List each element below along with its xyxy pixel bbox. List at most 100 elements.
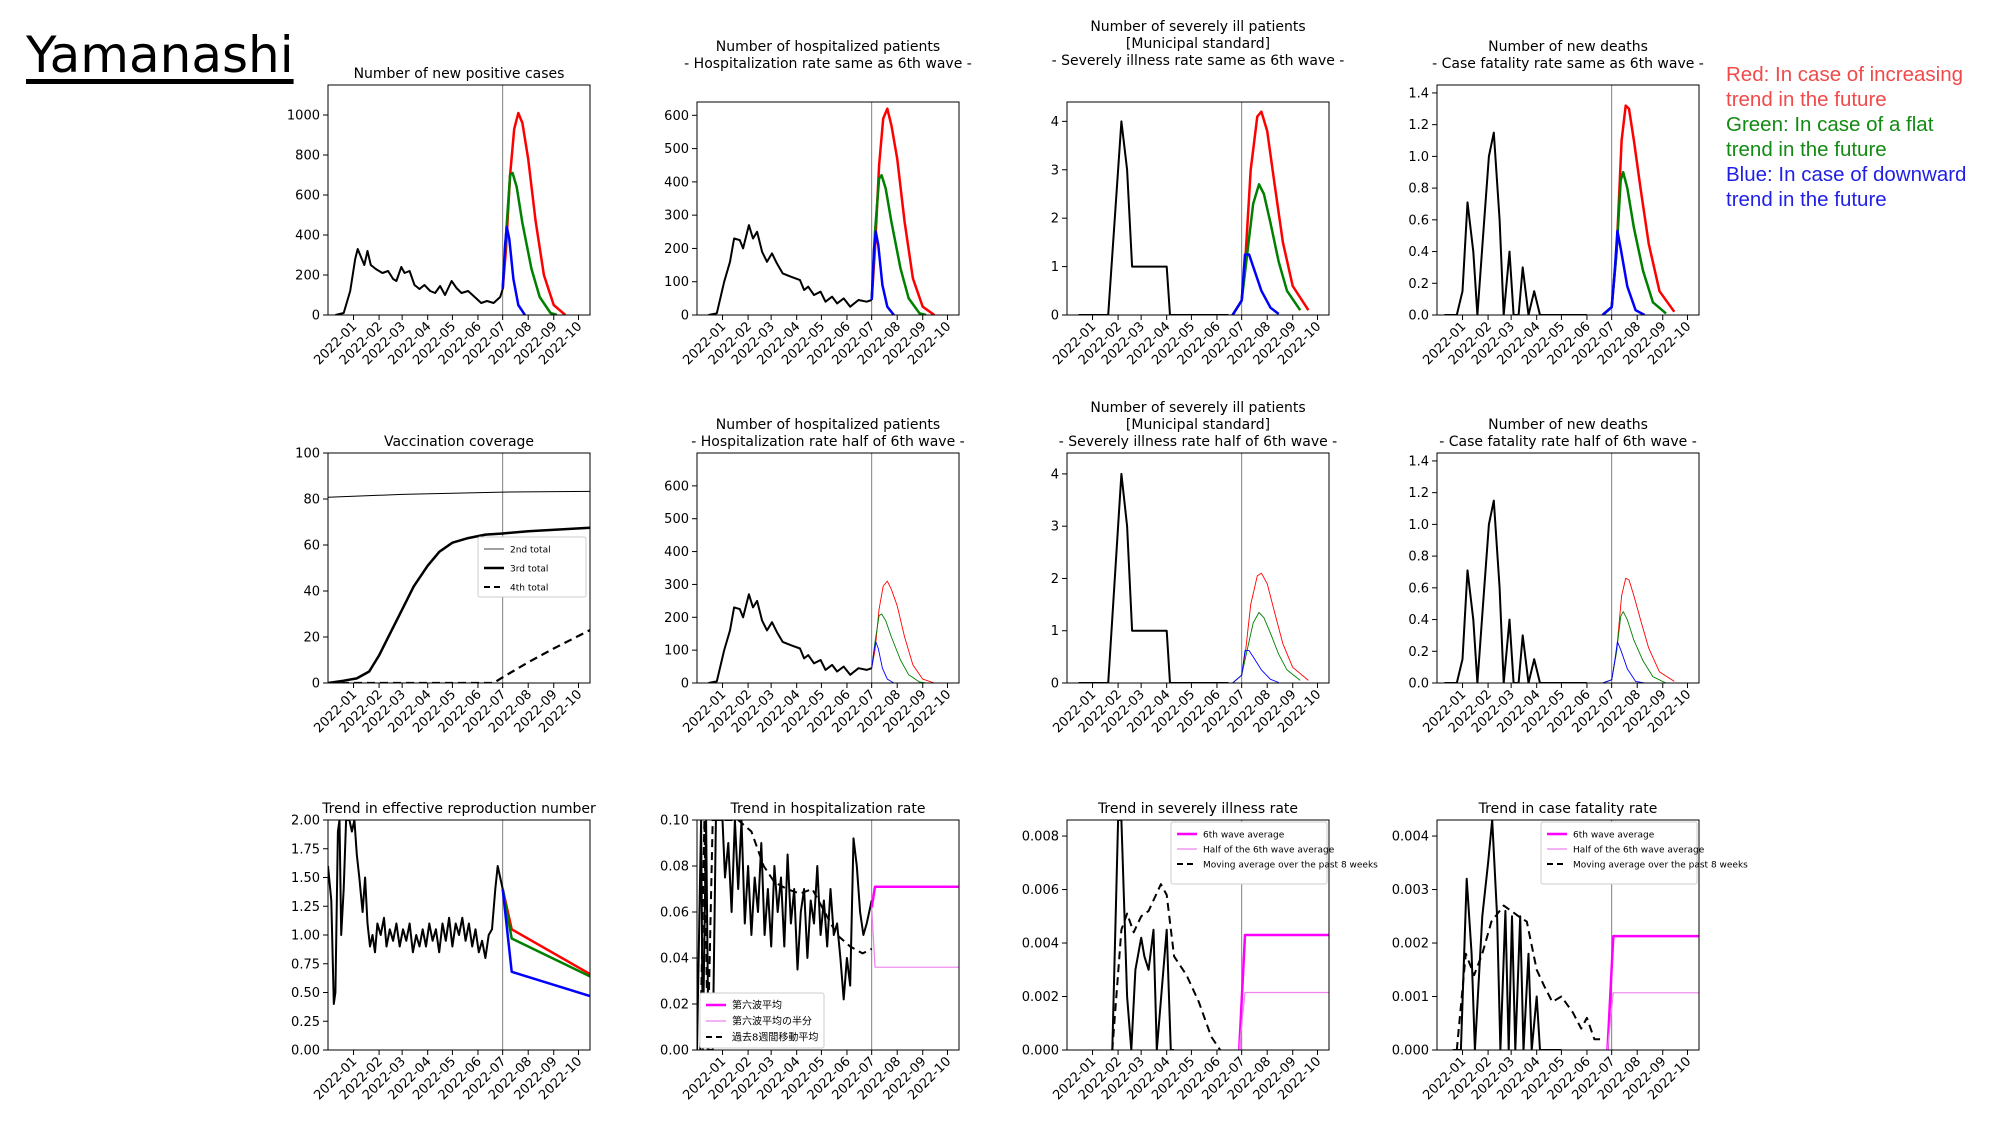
legend-label: 2nd total bbox=[510, 546, 551, 556]
y-tick-label: 1 bbox=[1051, 624, 1059, 639]
series-line-black bbox=[328, 490, 590, 498]
plot-frame bbox=[696, 101, 960, 316]
y-tick-label: 1 bbox=[1051, 260, 1059, 275]
y-tick-label: 0.0 bbox=[1408, 677, 1429, 692]
series-group bbox=[1452, 820, 1699, 1050]
y-tick-label: 0.10 bbox=[660, 814, 689, 829]
y-tick-label: 0.4 bbox=[1408, 613, 1429, 628]
series-line-blue bbox=[871, 641, 895, 683]
y-tick-label: 0.6 bbox=[1408, 581, 1429, 596]
series-line-violet bbox=[871, 907, 959, 968]
y-tick-label: 1000 bbox=[287, 109, 320, 124]
legend-label: Moving average over the past 8 weeks bbox=[1203, 861, 1378, 871]
series-line-blue bbox=[870, 230, 895, 315]
chart-title: Number of new positive cases bbox=[354, 66, 565, 82]
scenario-legend-line: Green: In case of a flat bbox=[1726, 113, 1934, 136]
legend-frame bbox=[477, 536, 587, 598]
chart-title: - Hospitalization rate same as 6th wave … bbox=[684, 56, 972, 72]
legend-label: 過去8週間移動平均 bbox=[732, 1031, 818, 1044]
y-tick-label: 4 bbox=[1051, 115, 1059, 130]
chart-title: [Municipal standard] bbox=[1126, 36, 1270, 52]
plot-frame bbox=[327, 819, 591, 1051]
chart-legend: 2nd total 3rd total 4th total bbox=[477, 536, 587, 598]
y-tick-label: 4 bbox=[1051, 467, 1059, 482]
series-line-magenta bbox=[1606, 934, 1699, 1050]
y-tick-label: 0.8 bbox=[1408, 550, 1429, 565]
plot-frame bbox=[1066, 819, 1330, 1051]
y-tick-label: 0 bbox=[681, 677, 689, 692]
series-line-green bbox=[1232, 611, 1301, 683]
y-tick-label: 0.002 bbox=[1022, 990, 1059, 1005]
y-tick-label: 40 bbox=[303, 585, 320, 600]
y-tick-label: 600 bbox=[664, 109, 689, 124]
legend-label: 3rd total bbox=[510, 565, 548, 575]
series-line-magenta bbox=[870, 885, 959, 908]
series-group bbox=[1111, 820, 1329, 1050]
y-tick-label: 3 bbox=[1051, 163, 1059, 178]
chart-title: Number of severely ill patients bbox=[1090, 19, 1305, 35]
y-tick-label: 200 bbox=[664, 242, 689, 257]
chart-severe: Number of severely ill patients[Municipa… bbox=[1050, 19, 1344, 368]
chart-title: [Municipal standard] bbox=[1126, 417, 1270, 433]
y-tick-label: 2 bbox=[1051, 572, 1059, 587]
series-line-black bbox=[335, 248, 504, 315]
plot-frame bbox=[327, 452, 591, 684]
y-tick-label: 0.004 bbox=[1022, 937, 1059, 952]
legend-label: Half of the 6th wave average bbox=[1203, 846, 1335, 856]
y-tick-label: 300 bbox=[664, 578, 689, 593]
y-tick-label: 200 bbox=[664, 611, 689, 626]
series-line-black bbox=[1444, 131, 1587, 315]
chart-title: Trend in hospitalization rate bbox=[730, 801, 926, 817]
legend-label: Moving average over the past 8 weeks bbox=[1573, 861, 1748, 871]
legend-frame bbox=[699, 992, 825, 1049]
chart-title: Number of new deaths bbox=[1488, 39, 1648, 55]
chart-title: Trend in case fatality rate bbox=[1478, 801, 1658, 817]
scenario-legend-line: Blue: In case of downward bbox=[1726, 163, 1967, 186]
y-tick-label: 600 bbox=[295, 189, 320, 204]
legend-label: 第六波平均の半分 bbox=[732, 1015, 812, 1028]
chart-title: - Case fatality rate half of 6th wave - bbox=[1439, 434, 1697, 450]
y-tick-label: 0.006 bbox=[1022, 883, 1059, 898]
series-line-blue bbox=[501, 888, 590, 998]
y-tick-label: 0.50 bbox=[291, 986, 320, 1001]
chart-deaths: Number of new deaths- Case fatality rate… bbox=[1408, 39, 1704, 368]
chart-title: Number of hospitalized patients bbox=[716, 39, 940, 55]
y-tick-label: 0 bbox=[1051, 309, 1059, 324]
series-line-black bbox=[328, 820, 504, 1005]
y-tick-label: 0.002 bbox=[1392, 937, 1429, 952]
series-group bbox=[328, 820, 590, 1005]
series-line-black bbox=[708, 224, 873, 315]
chart-vacc: Vaccination coverage0204060801002022-012… bbox=[295, 434, 591, 736]
y-tick-label: 0.75 bbox=[291, 957, 320, 972]
y-tick-label: 0.000 bbox=[1022, 1044, 1059, 1059]
y-tick-label: 1.00 bbox=[291, 929, 320, 944]
y-tick-label: 0.003 bbox=[1392, 883, 1429, 898]
plot-frame bbox=[1436, 452, 1700, 684]
series-group bbox=[335, 111, 567, 315]
y-tick-label: 0.25 bbox=[291, 1015, 320, 1030]
legend-frame bbox=[1540, 821, 1698, 885]
y-tick-label: 1.50 bbox=[291, 871, 320, 886]
legend-label: 4th total bbox=[510, 584, 548, 594]
chart-cases: Number of new positive cases 0 200 400 600 80… bbox=[287, 66, 591, 368]
y-tick-label: 0.08 bbox=[660, 860, 689, 875]
legend-label: 6th wave average bbox=[1573, 831, 1655, 841]
scenario-legend-line: trend in the future bbox=[1726, 188, 1887, 211]
series-group bbox=[1444, 499, 1675, 683]
y-tick-label: 0.00 bbox=[660, 1044, 689, 1059]
series-group bbox=[708, 107, 936, 315]
series-line-blue bbox=[1232, 650, 1279, 683]
y-tick-label: 0.06 bbox=[660, 906, 689, 921]
y-tick-label: 0.008 bbox=[1022, 830, 1059, 845]
chart-severe_half: Number of severely ill patients[Municipa… bbox=[1050, 400, 1337, 736]
chart-title: Vaccination coverage bbox=[384, 434, 534, 450]
series-line-blue bbox=[1601, 229, 1646, 315]
series-line-red bbox=[871, 580, 935, 683]
y-tick-label: 0 bbox=[312, 677, 320, 692]
chart-hosp: Number of hospitalized patients- Hospita… bbox=[664, 39, 972, 368]
chart-title: Number of hospitalized patients bbox=[716, 417, 940, 433]
chart-hosp_rate: Trend in hospitalization rate 0.00 0.02 0.0… bbox=[660, 801, 960, 1103]
series-line-black bbox=[1444, 499, 1587, 683]
scenario-legend-line: Red: In case of increasing bbox=[1726, 63, 1964, 86]
y-tick-label: 1.2 bbox=[1408, 118, 1429, 133]
